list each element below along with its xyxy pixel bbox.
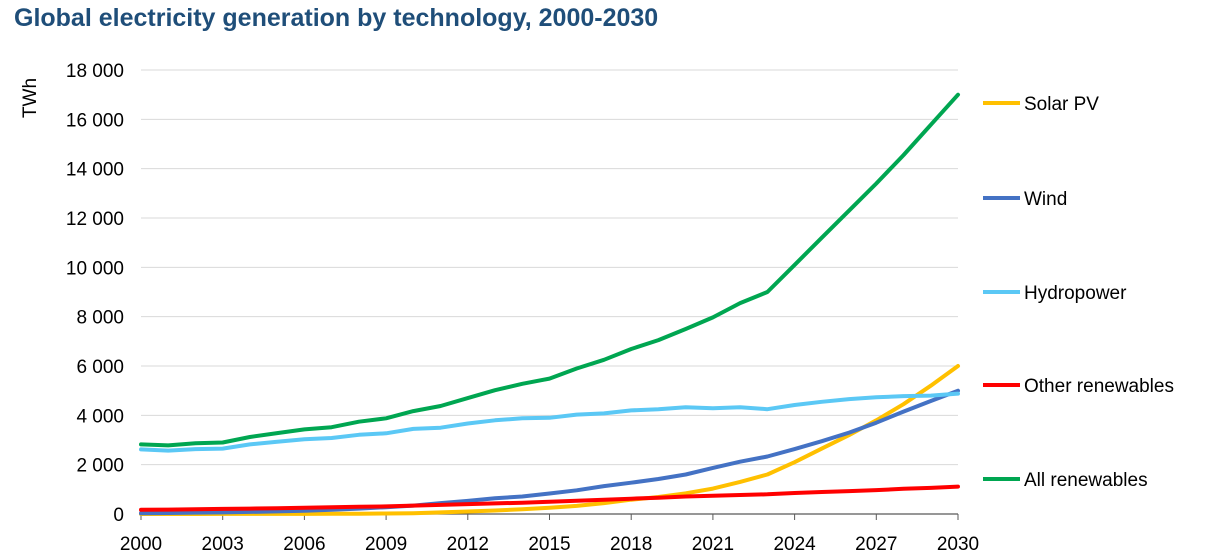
x-tick-label: 2015	[528, 534, 570, 555]
y-tick-label: 12 000	[66, 209, 124, 230]
x-tick-label: 2024	[773, 534, 816, 555]
y-axis-label: TWh	[20, 78, 41, 118]
x-tick-label: 2021	[692, 534, 734, 555]
series-lines	[139, 92, 960, 516]
y-tick-label: 14 000	[66, 160, 124, 181]
series-line-wind	[139, 388, 960, 516]
y-tick-labels: 0 2 000 4 000 6 000 8 000 10 000 12 000 14 000 1…	[66, 61, 124, 526]
gridlines	[140, 69, 959, 520]
y-tick-label: 2 000	[76, 456, 124, 477]
x-tick-label: 2027	[855, 534, 897, 555]
y-tick-label: 18 000	[66, 61, 124, 82]
y-tick-label: 6 000	[76, 357, 124, 378]
series-line-other-renewables	[139, 484, 960, 512]
legend-label: Solar PV	[1024, 94, 1099, 115]
x-tick-labels: 2000 2003 2006 2009 2012 2015 2018 2021 2024 2027…	[120, 534, 979, 555]
x-tick-label: 2006	[283, 534, 325, 555]
legend-label: All renewables	[1024, 470, 1148, 491]
y-tick-label: 0	[113, 505, 124, 526]
chart-title: Global electricity generation by technol…	[14, 4, 659, 32]
x-tick-label: 2018	[610, 534, 652, 555]
y-tick-label: 16 000	[66, 110, 124, 131]
legend: Solar PV Wind Hydropower Other renewables Al…	[983, 94, 1174, 491]
series-line-hydropower	[139, 391, 960, 453]
x-tick-label: 2012	[447, 534, 489, 555]
y-tick-label: 10 000	[66, 258, 124, 279]
x-tick-label: 2003	[202, 534, 244, 555]
y-tick-label: 8 000	[76, 308, 124, 329]
legend-label: Other renewables	[1024, 376, 1174, 397]
x-tick-label: 2000	[120, 534, 162, 555]
series-line-all-renewables	[139, 92, 960, 448]
legend-label: Wind	[1024, 189, 1067, 210]
x-tick-label: 2030	[937, 534, 979, 555]
x-tick-label: 2009	[365, 534, 407, 555]
series-line-solar-pv	[139, 364, 960, 516]
y-tick-label: 4 000	[76, 406, 124, 427]
legend-label: Hydropower	[1024, 283, 1127, 304]
